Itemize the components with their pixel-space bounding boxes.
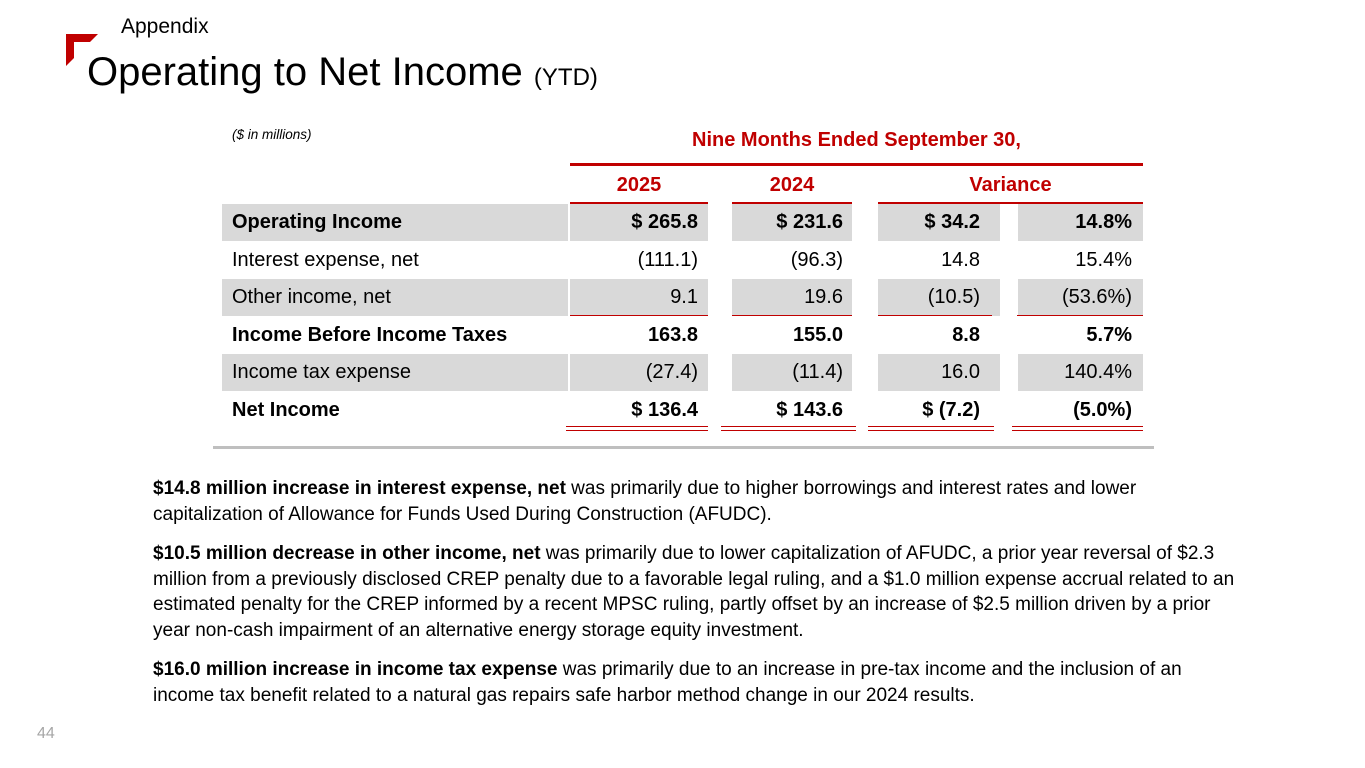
column-header-2024: 2024 (769, 174, 815, 196)
period-header-rule (570, 163, 1143, 166)
page-title-suffix: (YTD) (533, 64, 598, 91)
units-note: ($ in millions) (232, 127, 312, 142)
total-underline (1017, 315, 1143, 316)
table-row: Other income, net 9.1 19.6 (10.5) (53.6%) (222, 279, 1143, 316)
total-underline (1012, 430, 1143, 431)
row-label: Interest expense, net (232, 249, 419, 271)
row-shade (1018, 204, 1143, 241)
row-shade (222, 354, 568, 391)
cell-var-pct: 5.7% (1086, 324, 1132, 346)
total-underline (868, 426, 994, 427)
period-header: Nine Months Ended September 30, (692, 129, 1021, 151)
page-title-text: Operating to Net Income (87, 50, 523, 94)
row-label: Other income, net (232, 286, 391, 308)
total-underline (570, 315, 708, 316)
note-paragraph: $10.5 million decrease in other income, … (153, 541, 1243, 643)
row-shade (570, 204, 708, 241)
row-shade (732, 354, 852, 391)
cell-y2025: (27.4) (645, 361, 698, 383)
cell-y2025: $ 136.4 (631, 399, 698, 421)
row-shade (222, 204, 568, 241)
note-lead: $10.5 million decrease in other income, … (153, 543, 541, 564)
cell-var-pct: 15.4% (1075, 249, 1132, 271)
page-number: 44 (37, 725, 55, 742)
commentary: $14.8 million increase in interest expen… (153, 476, 1243, 722)
page-title: Operating to Net Income (YTD) (87, 50, 598, 95)
cell-y2024: (11.4) (792, 361, 843, 383)
table-row: Interest expense, net (111.1) (96.3) 14.8 15… (222, 242, 1143, 279)
total-underline (868, 430, 994, 431)
column-rule (570, 202, 708, 204)
row-shade (1018, 354, 1143, 391)
cell-y2024: $ 231.6 (776, 211, 843, 233)
row-shade (878, 354, 1000, 391)
column-rule (732, 202, 852, 204)
total-underline (721, 430, 856, 431)
total-underline (721, 426, 856, 427)
row-shade (570, 279, 708, 316)
cell-var-amt: 14.8 (941, 249, 980, 271)
row-shade (222, 279, 568, 316)
total-underline (566, 426, 708, 427)
total-underline (1012, 426, 1143, 427)
section-label: Appendix (121, 15, 209, 38)
note-lead: $16.0 million increase in income tax exp… (153, 659, 558, 680)
cell-y2025: $ 265.8 (631, 211, 698, 233)
column-header-2025: 2025 (616, 174, 662, 196)
row-shade (878, 279, 1000, 316)
cell-y2024: 155.0 (792, 324, 843, 346)
cell-var-pct: 14.8% (1075, 211, 1132, 233)
note-paragraph: $16.0 million increase in income tax exp… (153, 657, 1243, 708)
note-text: was primarily due to higher borrowings a… (153, 478, 1137, 525)
cell-var-amt: (10.5) (927, 286, 980, 308)
row-shade (732, 279, 852, 316)
cell-y2025: (111.1) (637, 249, 698, 271)
cell-var-amt: 8.8 (952, 324, 980, 346)
total-underline (566, 430, 708, 431)
note-paragraph: $14.8 million increase in interest expen… (153, 476, 1243, 527)
cell-y2025: 9.1 (670, 286, 698, 308)
corner-bracket-icon (66, 34, 98, 66)
table-row: Income Before Income Taxes 163.8 155.0 8.8 5… (222, 317, 1143, 354)
cell-var-amt: $ (7.2) (922, 399, 980, 421)
row-label: Net Income (232, 399, 340, 421)
row-shade (1018, 279, 1143, 316)
note-text: was primarily due to an increase in pre-… (153, 659, 1182, 706)
row-shade (732, 204, 852, 241)
cell-y2024: $ 143.6 (776, 399, 843, 421)
column-header-variance: Variance (969, 174, 1052, 196)
note-lead: $14.8 million increase in interest expen… (153, 478, 566, 499)
row-label: Income tax expense (232, 361, 411, 383)
note-text: was primarily due to lower capitalizatio… (153, 543, 1235, 641)
cell-var-pct: (53.6%) (1061, 286, 1132, 308)
row-shade (570, 354, 708, 391)
column-rule (878, 202, 1143, 204)
cell-var-amt: 16.0 (941, 361, 980, 383)
table-row: Income tax expense (27.4) (11.4) 16.0 140.4% (222, 354, 1143, 391)
cell-var-amt: $ 34.2 (924, 211, 980, 233)
cell-y2024: (96.3) (790, 249, 843, 271)
row-label: Income Before Income Taxes (232, 324, 508, 346)
cell-y2025: 163.8 (647, 324, 698, 346)
table-row: Net Income $ 136.4 $ 143.6 $ (7.2) (5.0%) (222, 392, 1143, 429)
total-underline (878, 315, 992, 316)
total-underline (732, 315, 852, 316)
cell-var-pct: 140.4% (1064, 361, 1132, 383)
row-shade (878, 204, 1000, 241)
table-bottom-rule (213, 446, 1154, 449)
cell-y2024: 19.6 (804, 286, 843, 308)
cell-var-pct: (5.0%) (1073, 399, 1132, 421)
row-label: Operating Income (232, 211, 403, 233)
table-row: Operating Income $ 265.8 $ 231.6 $ 34.2 14.8… (222, 204, 1143, 241)
